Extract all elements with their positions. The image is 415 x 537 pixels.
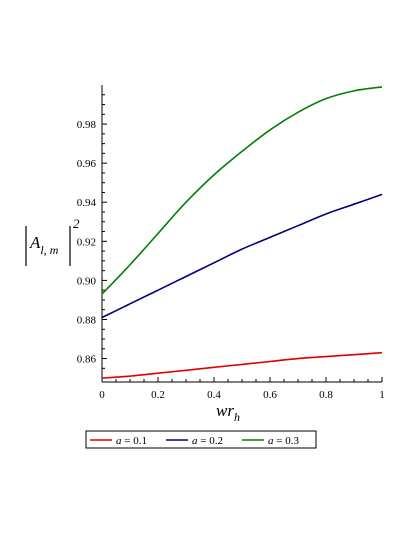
series-lines	[101, 86, 383, 379]
y-axis-label-main: A	[29, 233, 41, 252]
x-tick-label: 0.8	[319, 389, 333, 401]
y-tick-label: 0.88	[77, 314, 97, 326]
x-axis-label: wrh	[216, 401, 240, 424]
legend-label-1: a = 0.1	[116, 435, 147, 447]
series-line-3	[101, 86, 383, 295]
y-tick-label: 0.92	[77, 236, 96, 248]
legend-label-3: a = 0.3	[268, 435, 299, 447]
y-tick-label: 0.98	[77, 119, 97, 131]
x-axis-label-main: wr	[216, 401, 234, 420]
legend-label-2: a = 0.2	[192, 435, 223, 447]
legend: a = 0.1 a = 0.2 a = 0.3	[85, 430, 317, 449]
y-axis-label: Al, m 2	[25, 216, 80, 266]
x-tick-label: 0	[99, 389, 105, 401]
y-axis-label-sub: l, m	[40, 243, 58, 257]
series-line-2	[101, 193, 383, 319]
y-axis-label-exp: 2	[73, 216, 80, 231]
y-tick-label: 0.94	[77, 197, 97, 209]
axes	[101, 85, 382, 383]
x-tick-label: 0.2	[151, 389, 165, 401]
y-tick-label: 0.96	[77, 158, 97, 170]
x-tick-label: 1	[379, 389, 385, 401]
y-ticks: 0.86 0.88 0.90 0.92 0.94 0.96 0.98	[77, 94, 107, 379]
y-axis-label-text: Al, m	[29, 233, 59, 257]
x-tick-label: 0.6	[263, 389, 277, 401]
series-line-1	[101, 351, 383, 379]
x-axis-label-sub: h	[234, 410, 240, 424]
x-ticks: 0 0.2 0.4 0.6 0.8 1	[99, 377, 385, 401]
legend-box	[85, 430, 317, 449]
y-tick-label: 0.86	[77, 354, 97, 366]
x-tick-label: 0.4	[207, 389, 221, 401]
y-tick-label: 0.90	[77, 275, 97, 287]
